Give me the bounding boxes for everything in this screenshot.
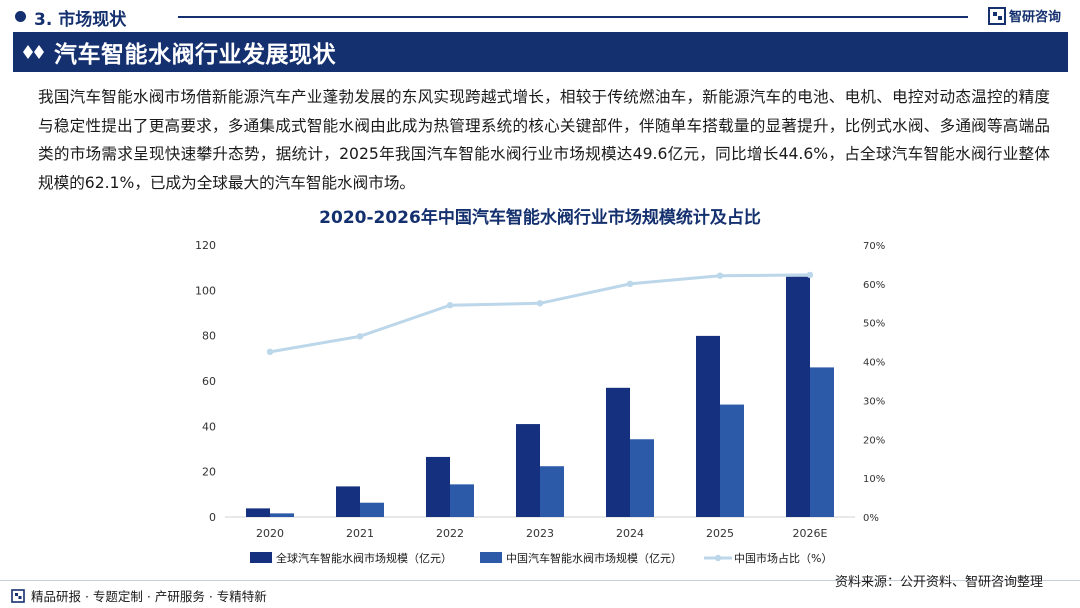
body-paragraph: 我国汽车智能水阀市场借新能源汽车产业蓬勃发展的东风实现跨越式增长，相较于传统燃油…: [38, 88, 1050, 192]
legend-label: 全球汽车智能水阀市场规模（亿元）: [276, 551, 452, 565]
china-market-bar: [450, 484, 474, 517]
x-axis-tick-label: 2025: [706, 527, 734, 540]
share-line-point: [536, 300, 544, 307]
x-axis-tick-label: 2023: [526, 527, 554, 540]
page-title: 汽车智能水阀行业发展现状: [54, 42, 336, 68]
china-market-bar: [270, 513, 294, 517]
share-line-point: [716, 272, 724, 279]
left-axis-tick-label: 80: [202, 330, 216, 343]
double-diamond-icon: [23, 45, 44, 59]
left-axis-tick-label: 20: [202, 466, 216, 479]
right-axis-tick-label: 60%: [863, 280, 885, 291]
x-axis-tick-label: 2022: [436, 527, 464, 540]
x-axis-tick-label: 2021: [346, 527, 374, 540]
global-market-bar: [246, 508, 270, 517]
right-axis-tick-label: 70%: [863, 241, 885, 252]
brand: 智研咨询: [988, 6, 1061, 25]
x-axis-tick-label: 2026E: [793, 527, 828, 540]
legend-label: 中国市场占比（%）: [734, 551, 832, 565]
chart-title: 2020-2026年中国汽车智能水阀行业市场规模统计及占比: [319, 207, 761, 228]
legend-swatch: [250, 552, 272, 563]
right-axis: 0% 10% 20% 30% 40% 50% 60% 70%: [863, 241, 885, 524]
x-axis: 2020 2021 2022 2023 2024 2025 2026E: [225, 516, 855, 540]
global-market-bar: [426, 456, 450, 517]
china-market-bar: [810, 367, 834, 517]
global-market-bar: [336, 486, 360, 517]
right-axis-tick-label: 0%: [863, 513, 879, 524]
section-bullet-icon: [15, 11, 26, 22]
right-axis-tick-label: 30%: [863, 396, 885, 407]
title-banner: 汽车智能水阀行业发展现状: [13, 32, 1068, 72]
china-market-bar: [360, 502, 384, 517]
left-axis: 0 20 40 60 80 100 120: [195, 239, 216, 524]
china-market-bar: [540, 466, 564, 517]
left-axis-tick-label: 100: [195, 284, 216, 297]
header-divider: [178, 16, 968, 18]
footer-tagline: 精品研报 · 专题定制 · 产研服务 · 专精特新: [31, 589, 267, 604]
right-axis-tick-label: 40%: [863, 358, 885, 369]
left-axis-tick-label: 60: [202, 375, 216, 388]
left-axis-tick-label: 120: [195, 239, 216, 252]
global-market-bar: [696, 335, 720, 517]
right-axis-tick-label: 50%: [863, 319, 885, 330]
right-axis-tick-label: 10%: [863, 474, 885, 485]
legend: 全球汽车智能水阀市场规模（亿元） 中国汽车智能水阀市场规模（亿元） 中国市场占比（%…: [250, 551, 832, 565]
legend-swatch: [480, 552, 502, 563]
china-market-bar: [720, 404, 744, 517]
share-line-point: [446, 302, 454, 309]
footer-services: 精品研报 · 专题定制 · 产研服务 · 专精特新: [11, 586, 267, 605]
right-axis-tick-label: 20%: [863, 435, 885, 446]
brand-small-icon: [11, 588, 25, 603]
left-axis-tick-label: 0: [209, 511, 216, 524]
x-axis-tick-label: 2020: [256, 527, 284, 540]
share-line-point: [266, 348, 274, 356]
global-market-bar: [516, 424, 540, 517]
share-line: [266, 271, 814, 356]
data-source: 资料来源：公开资料、智研咨询整理: [834, 575, 1043, 590]
global-market-bar: [786, 276, 810, 517]
left-axis-tick-label: 40: [202, 420, 216, 433]
section-label: 3. 市场现状: [34, 10, 127, 30]
share-line-point: [806, 271, 814, 279]
brand-name: 智研咨询: [1009, 10, 1062, 25]
share-line-point: [356, 333, 364, 340]
brand-logo-icon: [988, 6, 1006, 25]
bars: [246, 276, 834, 517]
china-market-bar: [630, 439, 654, 517]
x-axis-tick-label: 2024: [616, 527, 644, 540]
footer-divider: [0, 580, 1080, 581]
share-line-path: [269, 273, 811, 354]
chart: 2020-2026年中国汽车智能水阀行业市场规模统计及占比 0 20 40 60 80 1…: [195, 207, 885, 565]
legend-swatch-point: [714, 554, 722, 562]
legend-label: 中国汽车智能水阀市场规模（亿元）: [506, 551, 682, 565]
top-bar: 3. 市场现状 智研咨询: [0, 0, 1080, 34]
share-line-point: [626, 280, 634, 288]
global-market-bar: [606, 387, 630, 517]
